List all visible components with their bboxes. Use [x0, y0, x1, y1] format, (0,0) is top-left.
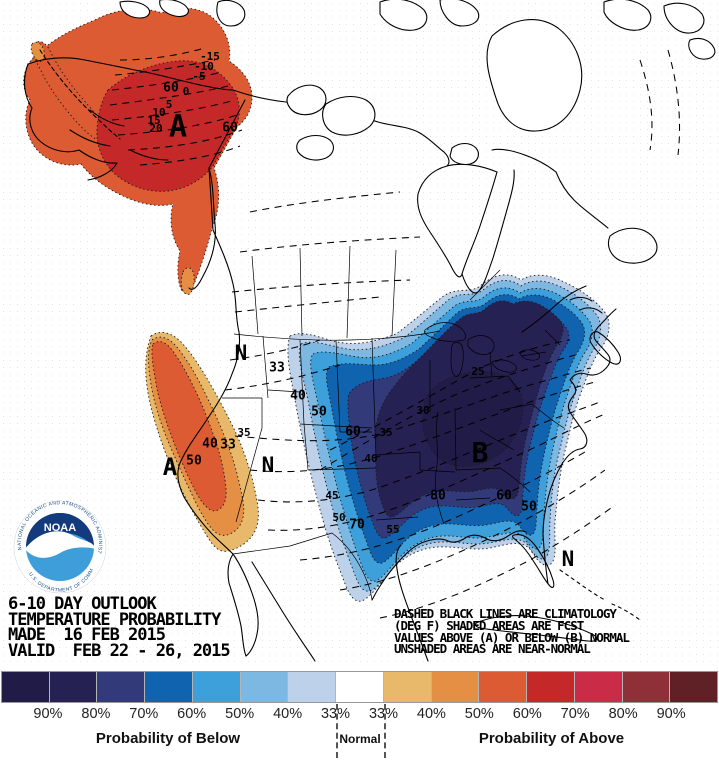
- climo-label: 5: [166, 98, 173, 111]
- normal-right-dash: [383, 704, 386, 758]
- contour-label: 70: [349, 518, 365, 533]
- colorbar-cell-above-50-60: [479, 672, 528, 702]
- tick-below-80: 80%: [81, 706, 111, 722]
- climatology-lines: [109, 47, 681, 619]
- note-line-3: VALUES ABOVE (A) OR BELOW (B) NORMAL: [394, 629, 630, 645]
- below-caption: Probability of Below: [95, 730, 241, 747]
- contour-label: 50: [186, 454, 202, 469]
- contour-label: 50: [521, 500, 537, 515]
- region-letters: A A B N N N: [163, 110, 575, 572]
- tick-above-90: 90%: [656, 706, 686, 722]
- climo-label: 45: [325, 489, 338, 502]
- climo-label: 0: [183, 85, 190, 98]
- climo-label: 15: [147, 114, 160, 127]
- political-borders: [222, 245, 565, 601]
- arctic-islands: [119, 0, 716, 166]
- climo-label: -15: [200, 50, 220, 63]
- near-normal-letter-florida: N: [562, 547, 575, 571]
- coastlines: [23, 49, 658, 662]
- colorbar-cell-above-70-80: [574, 672, 623, 702]
- tick-above-40: 40%: [416, 706, 446, 722]
- tick-above-50: 50%: [464, 706, 494, 722]
- legend-note: DASHED BLACK LINES ARE CLIMATOLOGY (DEG F…: [394, 606, 630, 657]
- normal-left-dash: [335, 704, 338, 758]
- note-line-2: (DEG F) SHADED AREAS ARE FCST: [394, 617, 584, 633]
- contour-label: 60: [222, 121, 238, 136]
- map-svg: 60 60 40 33 50 33 40 50 60 70 80 60 50 -…: [0, 0, 716, 662]
- contour-label: 60: [496, 489, 512, 504]
- below-normal-letter: B: [472, 436, 489, 469]
- colorbar-cell-above-80-90: [622, 672, 671, 702]
- contour-label: 33: [269, 361, 285, 376]
- contour-label: 40: [202, 437, 218, 452]
- climo-label: -5: [192, 70, 205, 83]
- colorbar-cell-above-33-40: [383, 672, 432, 702]
- climatology-value-labels: -15 -10 -5 0 5 10 15 20 35 25 30 35 40 4…: [147, 50, 484, 536]
- contour-label: 40: [290, 389, 306, 404]
- note-line-1: DASHED BLACK LINES ARE CLIMATOLOGY: [394, 606, 617, 621]
- climo-label: 30: [416, 404, 429, 417]
- colorbar-cell-below-90plus: [2, 672, 50, 702]
- above-normal-alaska-region: [23, 7, 253, 295]
- contour-labels: 60 60 40 33 50 33 40 50 60 70 80 60 50: [163, 81, 537, 533]
- colorbar-cell-below-50-60: [192, 672, 241, 702]
- below-normal-region: [287, 274, 610, 602]
- near-normal-letter-southwest: N: [262, 453, 275, 477]
- contour-label: 60: [163, 81, 179, 96]
- above-normal-letter-alaska: A: [169, 110, 187, 145]
- tick-below-60: 60%: [177, 706, 207, 722]
- climo-label: 20: [149, 122, 162, 135]
- tick-below-70: 70%: [129, 706, 159, 722]
- title-line-4: VALID FEB 22 - 26, 2015: [8, 640, 231, 661]
- climo-label: 35: [237, 426, 250, 439]
- colorbar-cell-below-70-80: [97, 672, 146, 702]
- near-normal-letter-west: N: [235, 341, 248, 365]
- colorbar-cell-below-80-90: [49, 672, 98, 702]
- normal-caption: Normal: [339, 732, 381, 746]
- tick-below-90: 90%: [33, 706, 63, 722]
- climo-label: 50: [332, 511, 345, 524]
- contour-label: 60: [345, 425, 361, 440]
- tick-above-70: 70%: [560, 706, 590, 722]
- climo-label: 40: [364, 452, 377, 465]
- tick-below-40: 40%: [273, 706, 303, 722]
- outlook-title: 6-10 DAY OUTLOOK TEMPERATURE PROBABILITY M…: [8, 594, 231, 661]
- probability-colorbar: [1, 671, 718, 703]
- colorbar-cell-below-40-50: [240, 672, 289, 702]
- title-line-3: MADE 16 FEB 2015: [8, 625, 166, 645]
- colorbar-cell-above-90plus: [670, 672, 718, 702]
- probability-legend: 90% 80% 70% 60% 50% 40% 33% 33% 40% 50% …: [0, 668, 719, 760]
- colorbar-cell-below-60-70: [145, 672, 193, 702]
- title-line-1: 6-10 DAY OUTLOOK: [8, 594, 157, 614]
- title-line-2: TEMPERATURE PROBABILITY: [8, 609, 221, 630]
- contour-label: 33: [220, 438, 236, 453]
- climo-label: 25: [471, 365, 484, 378]
- above-normal-letter-california: A: [163, 453, 178, 481]
- seagull-icon: [25, 531, 96, 558]
- climo-label: 10: [152, 106, 165, 119]
- contour-label: 80: [430, 489, 446, 504]
- colorbar-cell-below-33-40: [288, 672, 337, 702]
- colorbar-cell-above-60-70: [527, 672, 575, 702]
- colorbar-cell-above-40-50: [431, 672, 480, 702]
- climo-label: -10: [194, 60, 214, 73]
- noaa-acronym: NOAA: [44, 522, 76, 534]
- colorbar-cell-normal: [336, 672, 384, 702]
- tick-above-80: 80%: [608, 706, 638, 722]
- tick-below-50: 50%: [225, 706, 255, 722]
- climo-label: 55: [386, 523, 399, 536]
- climo-label: 35: [379, 426, 392, 439]
- tick-above-60: 60%: [512, 706, 542, 722]
- great-lakes: [424, 322, 540, 377]
- note-line-4: UNSHADED AREAS ARE NEAR-NORMAL: [394, 641, 591, 657]
- map-canvas: 60 60 40 33 50 33 40 50 60 70 80 60 50 -…: [0, 0, 719, 668]
- contour-label: 50: [311, 405, 327, 420]
- above-caption: Probability of Above: [478, 730, 625, 747]
